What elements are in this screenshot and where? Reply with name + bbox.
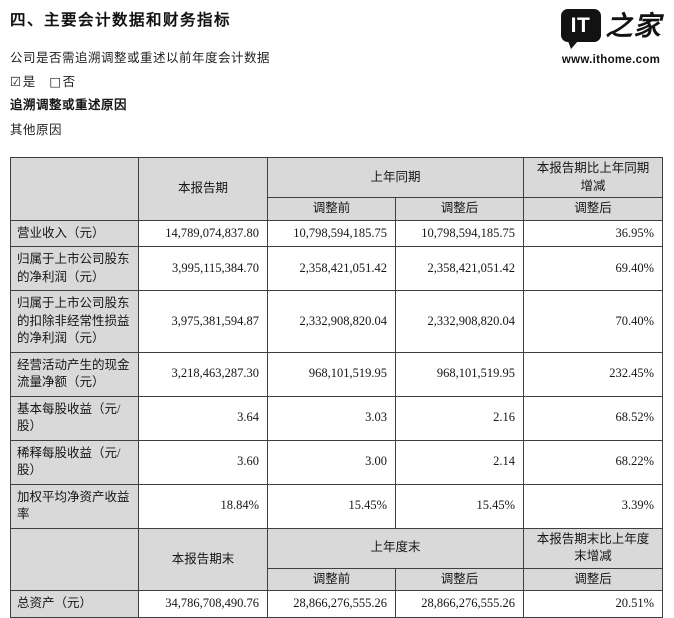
- adjusted-after-header: 调整后: [394, 567, 525, 591]
- adjusted-before-header: 调整前: [267, 567, 396, 591]
- adjusted-before-value: 2,332,908,820.04: [267, 290, 396, 353]
- current-period-value: 3.64: [138, 395, 268, 441]
- option-no: □否: [49, 74, 76, 89]
- table-row: 加权平均净资产收益率 18.84% 15.45% 15.45% 3.39%: [10, 483, 664, 529]
- table-row: 营业收入（元） 14,789,074,837.80 10,798,594,185…: [10, 219, 664, 247]
- adjusted-before-value: 15.45%: [267, 483, 396, 529]
- other-reason-label: 其他原因: [10, 123, 63, 137]
- checked-checkbox-icon: ☑: [10, 74, 22, 89]
- current-period-value: 18.84%: [138, 483, 268, 529]
- current-period-value: 3,218,463,287.30: [138, 351, 268, 397]
- table-row: 基本每股收益（元/股） 3.64 3.03 2.16 68.52%: [10, 395, 664, 441]
- adjusted-after-value: 10,798,594,185.75: [394, 219, 525, 247]
- logo-brand-suffix: 之家: [605, 11, 662, 42]
- current-period-value: 34,786,708,490.76: [138, 590, 268, 618]
- row-label-cell: 稀释每股收益（元/股）: [10, 439, 139, 485]
- current-period-value: 3,995,115,384.70: [138, 246, 268, 291]
- period-header-row-top: 本报告期 上年同期 本报告期比上年同期增减: [10, 157, 664, 221]
- table-row: 总资产（元） 34,786,708,490.76 28,866,276,555.…: [10, 590, 664, 618]
- adjusted-after-value: 2.16: [394, 395, 525, 441]
- table-row: 归属于上市公司股东的净利润（元） 3,995,115,384.70 2,358,…: [10, 246, 664, 291]
- row-label-cell: 总资产（元）: [10, 590, 139, 618]
- adjusted-after-value: 15.45%: [394, 483, 525, 529]
- period-header-row-sub: 调整前 调整后 调整后: [11, 197, 664, 221]
- adjusted-before-value: 3.00: [267, 439, 396, 485]
- adjusted-after-value: 2,332,908,820.04: [394, 290, 525, 353]
- row-label-cell: 营业收入（元）: [10, 219, 139, 247]
- table-row: 经营活动产生的现金流量净额（元） 3,218,463,287.30 968,10…: [10, 351, 664, 397]
- change-value: 69.40%: [523, 246, 664, 291]
- restatement-reason-heading: 追溯调整或重述原因: [10, 98, 128, 112]
- adjusted-before-value: 968,101,519.95: [267, 351, 396, 397]
- restatement-question: 公司是否需追溯调整或重述以前年度会计数据: [10, 51, 271, 65]
- restatement-options: ☑是 □否: [10, 71, 86, 90]
- prior-yearend-group-header: 上年度末: [266, 527, 525, 569]
- change-value: 20.51%: [523, 590, 664, 618]
- current-period-value: 3,975,381,594.87: [138, 290, 268, 353]
- ithome-logo-mark: IT 之家: [560, 9, 662, 49]
- row-label-cell: 加权平均净资产收益率: [10, 483, 139, 529]
- change-value: 68.22%: [523, 439, 664, 485]
- adjusted-after-header: 调整后: [394, 197, 525, 221]
- section-title: 四、主要会计数据和财务指标: [10, 12, 232, 29]
- blank-header-cell: [10, 157, 139, 221]
- adjusted-after-value: 968,101,519.95: [394, 351, 525, 397]
- change-value: 68.52%: [523, 395, 664, 441]
- period-change-group-header: 本报告期比上年同期增减: [523, 157, 664, 198]
- current-period-value: 3.60: [138, 439, 268, 485]
- option-yes-label: 是: [22, 75, 36, 89]
- adjusted-before-value: 28,866,276,555.26: [267, 590, 396, 618]
- prior-period-group-header: 上年同期: [266, 157, 525, 198]
- adjusted-before-value: 2,358,421,051.42: [267, 246, 396, 291]
- change-value: 36.95%: [523, 219, 664, 247]
- yearend-change-group-header: 本报告期末比上年度末增减: [523, 527, 664, 569]
- it-speech-bubble-icon: IT: [560, 9, 601, 49]
- ithome-logo: IT 之家 www.ithome.com: [560, 9, 662, 66]
- change-value: 70.40%: [523, 290, 664, 353]
- adjusted-after-value: 28,866,276,555.26: [394, 590, 525, 618]
- current-period-end-header: 本报告期末: [138, 527, 268, 591]
- current-period-header: 本报告期: [138, 157, 268, 221]
- option-yes: ☑是: [10, 74, 36, 89]
- adjusted-after-value: 2,358,421,051.42: [394, 246, 525, 291]
- table-row: 稀释每股收益（元/股） 3.60 3.00 2.14 68.22%: [10, 439, 664, 485]
- current-period-value: 14,789,074,837.80: [138, 219, 268, 247]
- blank-header-cell: [10, 527, 139, 591]
- row-label-cell: 经营活动产生的现金流量净额（元）: [10, 351, 139, 397]
- change-value: 3.39%: [523, 483, 664, 529]
- change-value: 232.45%: [523, 351, 664, 397]
- logo-url: www.ithome.com: [561, 54, 661, 66]
- adjusted-after-value: 2.14: [394, 439, 525, 485]
- financial-indicators-table: 本报告期 上年同期 本报告期比上年同期增减 调整前 调整后 调整后 营业收入（元…: [10, 157, 664, 618]
- row-label-cell: 归属于上市公司股东的净利润（元）: [10, 246, 139, 291]
- unchecked-checkbox-icon: □: [49, 74, 62, 89]
- table-row: 归属于上市公司股东的扣除非经常性损益的净利润（元） 3,975,381,594.…: [10, 290, 664, 353]
- row-label-cell: 基本每股收益（元/股）: [10, 395, 139, 441]
- adjusted-before-value: 3.03: [267, 395, 396, 441]
- adjusted-before-value: 10,798,594,185.75: [267, 219, 396, 247]
- change-adjusted-after-header: 调整后: [523, 567, 664, 591]
- option-no-label: 否: [62, 75, 76, 89]
- yearend-header-row-top: 本报告期末 上年度末 本报告期末比上年度末增减: [10, 527, 664, 591]
- adjusted-before-header: 调整前: [267, 197, 396, 221]
- change-adjusted-after-header: 调整后: [523, 197, 664, 221]
- yearend-header-row-sub: 调整前 调整后 调整后: [11, 567, 664, 591]
- row-label-cell: 归属于上市公司股东的扣除非经常性损益的净利润（元）: [10, 290, 139, 353]
